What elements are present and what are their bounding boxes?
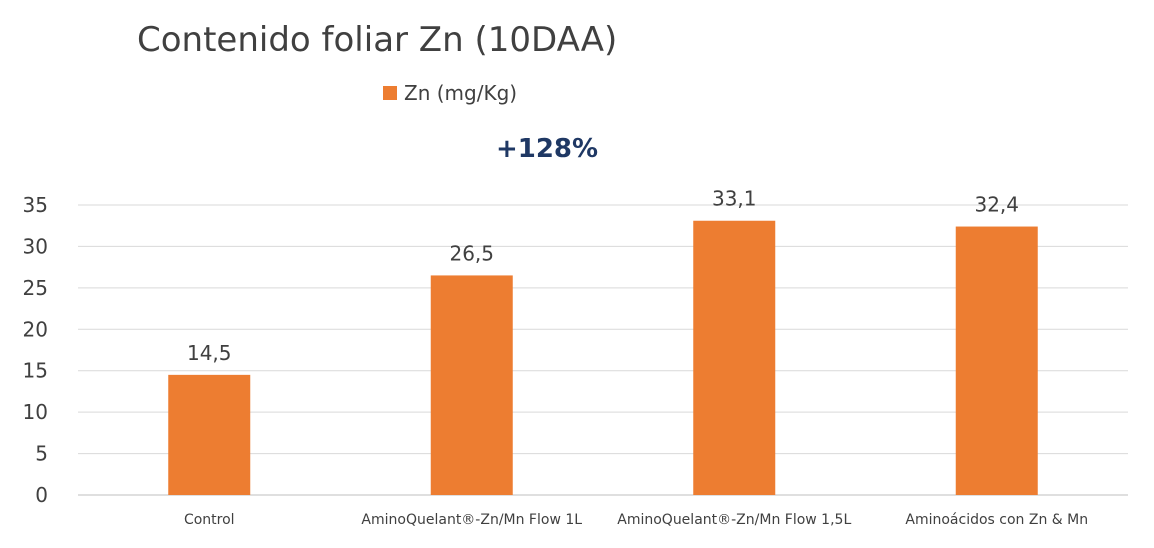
y-tick-label: 0	[35, 483, 48, 507]
legend-label: Zn (mg/Kg)	[404, 81, 517, 105]
chart-title: Contenido foliar Zn (10DAA)	[137, 20, 617, 60]
bar	[955, 226, 1038, 496]
gridlines	[78, 204, 1128, 496]
y-tick-label: 20	[23, 317, 48, 341]
annotation-percent: +128%	[496, 134, 598, 164]
x-tick-label: Aminoácidos con Zn & Mn	[905, 512, 1088, 528]
x-tick-label: AminoQuelant®-Zn/Mn Flow 1,5L	[617, 512, 851, 528]
data-label: 33,1	[712, 187, 757, 211]
data-labels: 14,5 26,5 33,1 32,4	[187, 187, 1019, 365]
data-label: 26,5	[449, 241, 494, 265]
bar	[168, 374, 251, 495]
bars	[168, 220, 1038, 496]
y-tick-label: 5	[35, 442, 48, 466]
legend-swatch	[383, 86, 397, 100]
y-tick-label: 10	[23, 400, 48, 424]
y-tick-label: 30	[23, 234, 48, 258]
y-tick-label: 15	[23, 359, 48, 383]
x-tick-label: AminoQuelant®-Zn/Mn Flow 1L	[361, 512, 582, 528]
x-tick-label: Control	[184, 512, 235, 528]
legend: Zn (mg/Kg)	[383, 81, 517, 105]
data-label: 32,4	[974, 193, 1019, 217]
y-axis-ticks: 0 5 10 15 20 25 30 35	[23, 193, 48, 507]
data-label: 14,5	[187, 341, 232, 365]
x-axis-ticks: Control AminoQuelant®-Zn/Mn Flow 1L AminoQ…	[184, 512, 1088, 528]
bar	[693, 220, 776, 495]
y-tick-label: 25	[23, 276, 48, 300]
y-tick-label: 35	[23, 193, 48, 217]
bar	[430, 275, 513, 495]
